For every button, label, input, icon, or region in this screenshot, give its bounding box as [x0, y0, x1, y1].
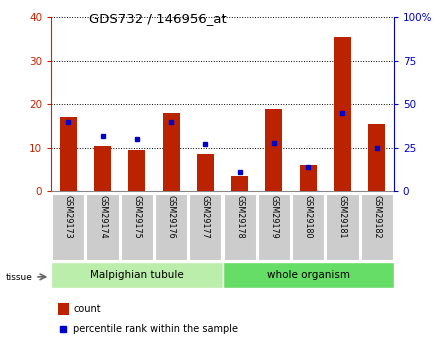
Text: GSM29181: GSM29181: [338, 195, 347, 239]
Text: GSM29175: GSM29175: [132, 195, 142, 239]
FancyBboxPatch shape: [121, 194, 153, 260]
Text: GSM29176: GSM29176: [166, 195, 176, 239]
FancyBboxPatch shape: [222, 262, 394, 288]
Text: Malpighian tubule: Malpighian tubule: [90, 270, 184, 280]
Text: tissue: tissue: [5, 273, 32, 282]
Text: GSM29177: GSM29177: [201, 195, 210, 239]
FancyBboxPatch shape: [155, 194, 187, 260]
Text: GSM29173: GSM29173: [64, 195, 73, 239]
FancyBboxPatch shape: [223, 194, 256, 260]
Bar: [368, 124, 385, 191]
Text: GDS732 / 146956_at: GDS732 / 146956_at: [89, 12, 227, 25]
Bar: [128, 150, 146, 191]
Bar: [94, 146, 111, 191]
FancyBboxPatch shape: [189, 194, 222, 260]
Bar: [162, 113, 180, 191]
Text: GSM29180: GSM29180: [303, 195, 313, 239]
FancyBboxPatch shape: [360, 194, 393, 260]
FancyBboxPatch shape: [326, 194, 359, 260]
Bar: [299, 165, 317, 191]
Text: GSM29178: GSM29178: [235, 195, 244, 239]
Text: whole organism: whole organism: [267, 270, 350, 280]
Text: count: count: [73, 304, 101, 314]
FancyBboxPatch shape: [292, 194, 324, 260]
Text: GSM29174: GSM29174: [98, 195, 107, 239]
Bar: [265, 109, 283, 191]
Text: percentile rank within the sample: percentile rank within the sample: [73, 325, 239, 334]
FancyBboxPatch shape: [51, 262, 223, 288]
Text: GSM29179: GSM29179: [269, 195, 279, 239]
FancyBboxPatch shape: [86, 194, 119, 260]
Text: GSM29182: GSM29182: [372, 195, 381, 239]
Bar: [197, 155, 214, 191]
FancyBboxPatch shape: [258, 194, 290, 260]
Bar: [334, 37, 351, 191]
FancyBboxPatch shape: [52, 194, 85, 260]
Bar: [231, 176, 248, 191]
Bar: [60, 117, 77, 191]
